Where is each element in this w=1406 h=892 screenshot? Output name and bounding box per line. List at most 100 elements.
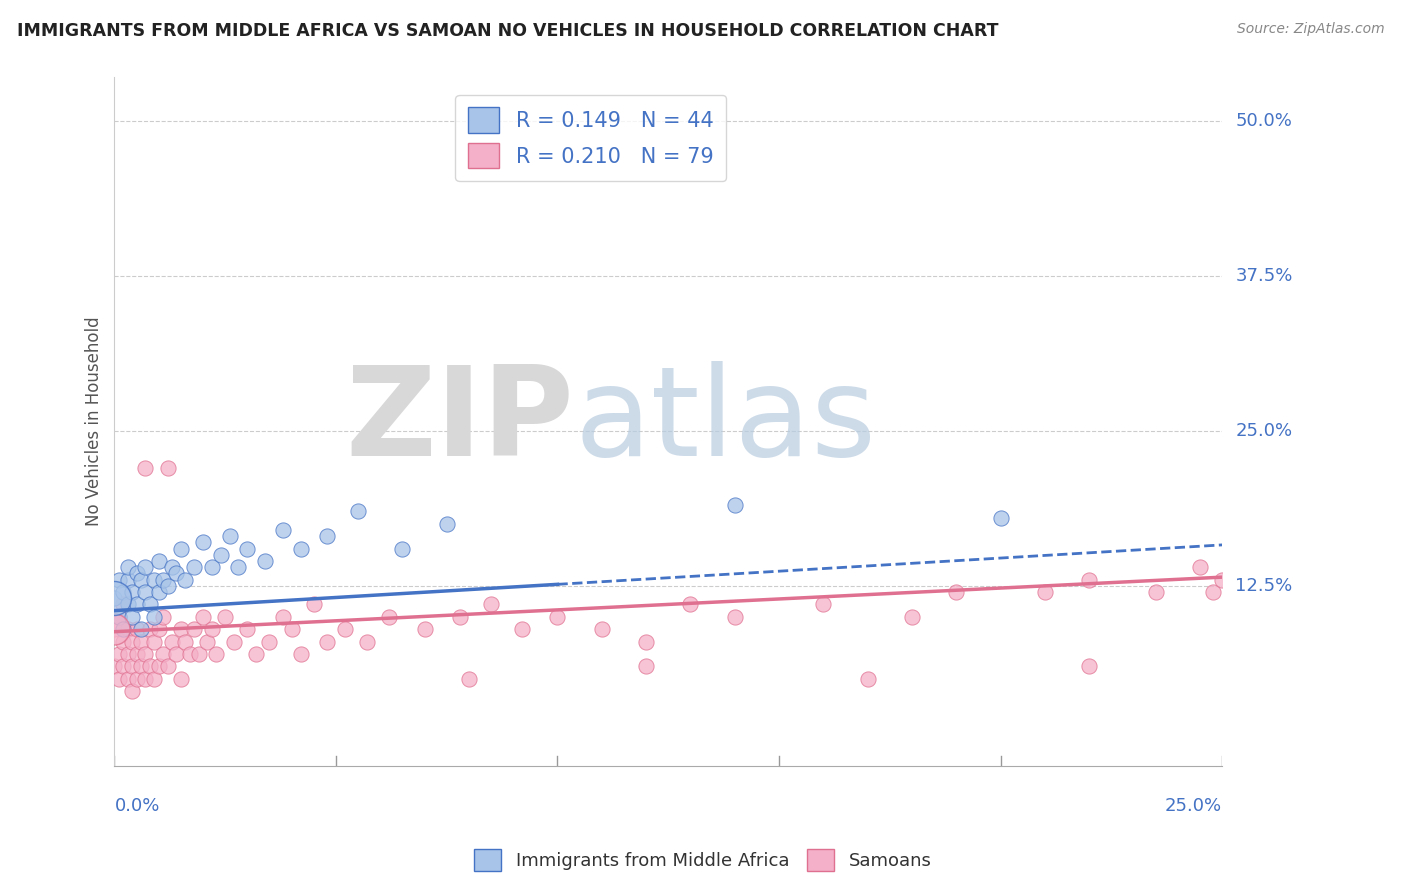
Point [413, 622, 436, 636]
Point [347, 504, 370, 518]
Point [129, 659, 152, 673]
Point [813, 598, 835, 612]
Point [945, 585, 967, 599]
Point [679, 598, 702, 612]
Point [121, 634, 143, 648]
Point [510, 622, 533, 636]
Point [191, 535, 214, 549]
Point [112, 634, 135, 648]
Text: Source: ZipAtlas.com: Source: ZipAtlas.com [1237, 22, 1385, 37]
Point [170, 622, 193, 636]
Point [290, 541, 312, 556]
Point [108, 672, 131, 686]
Point [108, 647, 131, 661]
Point [316, 634, 339, 648]
Point [148, 622, 170, 636]
Legend: R = 0.149   N = 44, R = 0.210   N = 79: R = 0.149 N = 44, R = 0.210 N = 79 [456, 95, 725, 181]
Point [191, 610, 214, 624]
Y-axis label: No Vehicles in Household: No Vehicles in Household [86, 317, 103, 526]
Point [160, 634, 183, 648]
Point [1078, 573, 1101, 587]
Point [197, 634, 219, 648]
Point [254, 554, 277, 568]
Text: 50.0%: 50.0% [1236, 112, 1292, 130]
Point [121, 659, 143, 673]
Text: 12.5%: 12.5% [1236, 577, 1292, 595]
Point [856, 672, 879, 686]
Point [125, 598, 148, 612]
Point [391, 541, 413, 556]
Point [112, 598, 135, 612]
Point [165, 566, 187, 581]
Point [333, 622, 356, 636]
Text: ZIP: ZIP [346, 361, 574, 482]
Point [316, 529, 339, 543]
Point [121, 610, 143, 624]
Point [187, 647, 209, 661]
Point [103, 622, 125, 636]
Point [117, 560, 139, 574]
Point [170, 672, 193, 686]
Point [271, 610, 294, 624]
Point [479, 151, 502, 165]
Point [117, 647, 139, 661]
Point [259, 634, 281, 648]
Point [156, 579, 179, 593]
Point [174, 573, 197, 587]
Point [1211, 573, 1233, 587]
Text: 0.0%: 0.0% [114, 797, 160, 814]
Point [108, 573, 131, 587]
Point [143, 610, 166, 624]
Text: 25.0%: 25.0% [1236, 422, 1292, 440]
Point [117, 622, 139, 636]
Point [990, 510, 1012, 524]
Point [271, 523, 294, 537]
Point [129, 634, 152, 648]
Point [148, 659, 170, 673]
Point [143, 573, 166, 587]
Point [724, 498, 747, 512]
Point [134, 461, 156, 475]
Point [156, 659, 179, 673]
Point [636, 634, 658, 648]
Text: atlas: atlas [574, 361, 876, 482]
Point [1188, 560, 1211, 574]
Point [636, 659, 658, 673]
Point [245, 647, 267, 661]
Point [148, 585, 170, 599]
Point [129, 573, 152, 587]
Point [112, 585, 135, 599]
Text: 37.5%: 37.5% [1236, 267, 1292, 285]
Point [117, 573, 139, 587]
Point [143, 634, 166, 648]
Point [228, 560, 250, 574]
Point [436, 516, 458, 531]
Point [125, 566, 148, 581]
Point [209, 548, 232, 562]
Point [449, 610, 471, 624]
Point [112, 659, 135, 673]
Point [174, 634, 197, 648]
Point [112, 622, 135, 636]
Point [356, 634, 378, 648]
Point [290, 647, 312, 661]
Point [117, 672, 139, 686]
Text: 25.0%: 25.0% [1166, 797, 1222, 814]
Point [222, 634, 245, 648]
Legend: Immigrants from Middle Africa, Samoans: Immigrants from Middle Africa, Samoans [467, 842, 939, 879]
Point [103, 622, 125, 636]
Point [148, 554, 170, 568]
Point [134, 647, 156, 661]
Point [152, 610, 174, 624]
Point [547, 610, 569, 624]
Point [125, 622, 148, 636]
Point [134, 585, 156, 599]
Point [121, 585, 143, 599]
Point [103, 659, 125, 673]
Point [139, 598, 162, 612]
Point [108, 610, 131, 624]
Point [378, 610, 401, 624]
Point [1078, 659, 1101, 673]
Point [1144, 585, 1167, 599]
Point [152, 573, 174, 587]
